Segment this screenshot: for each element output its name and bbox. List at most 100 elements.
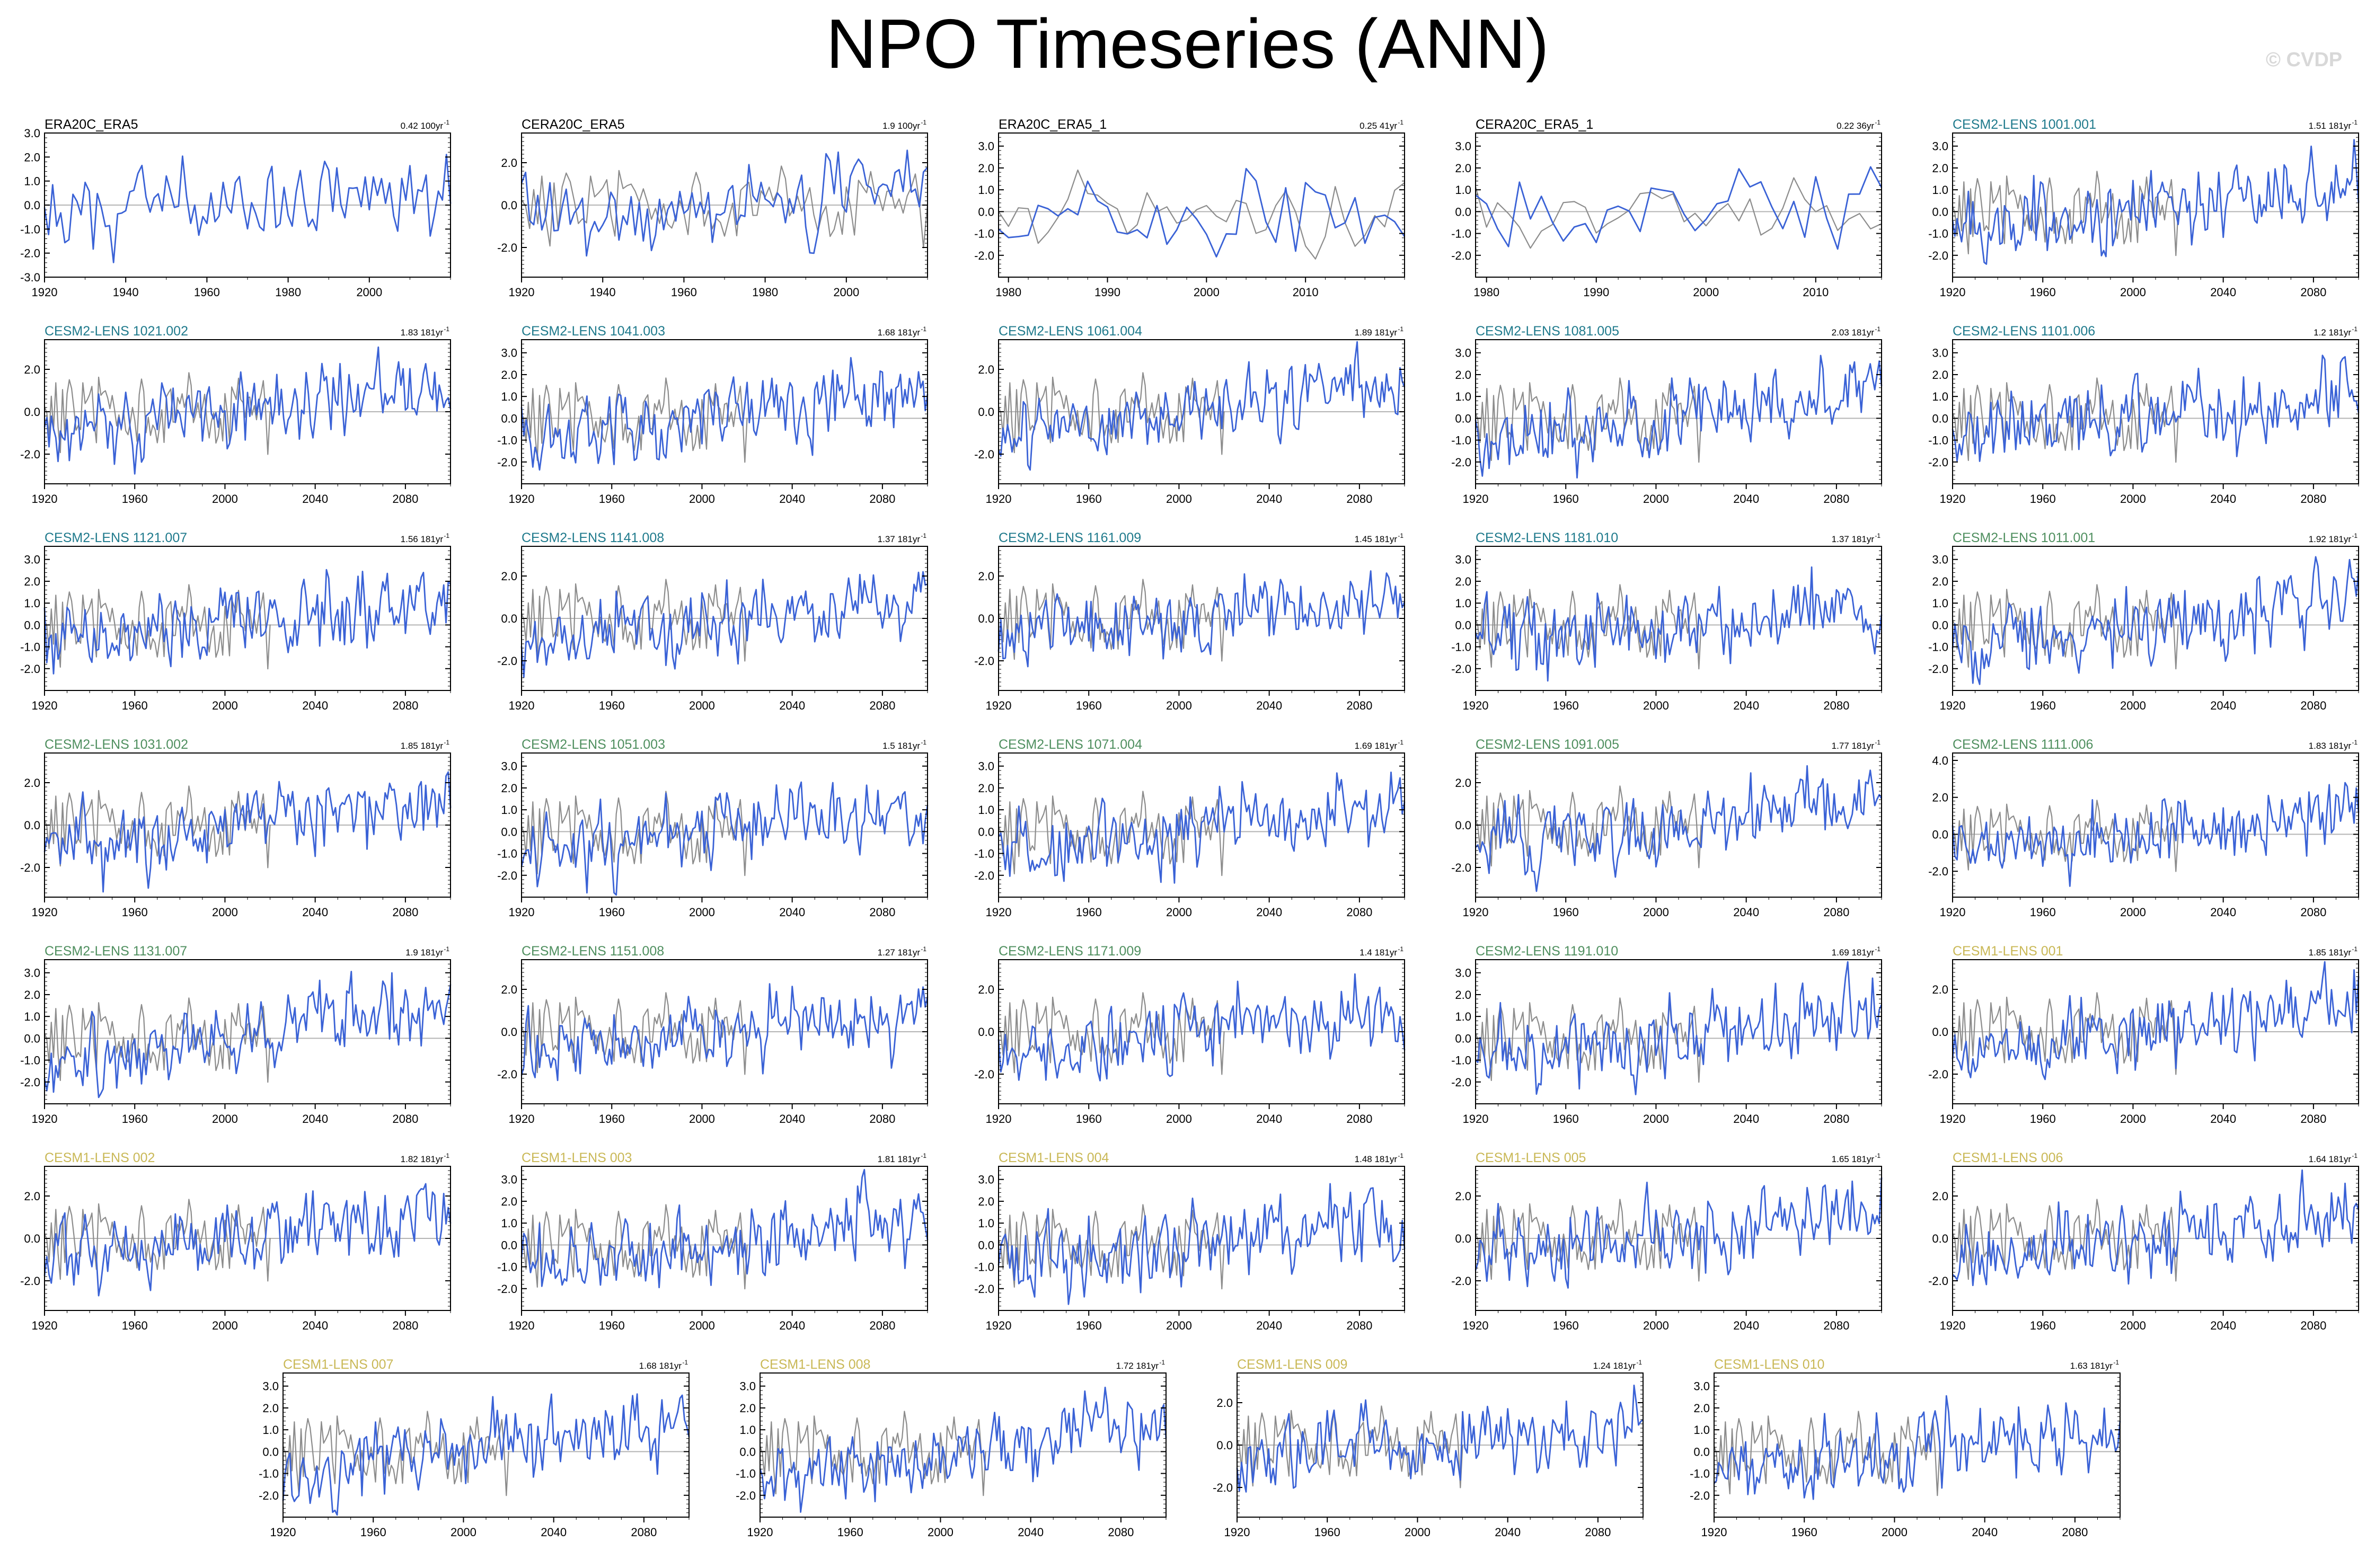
timeseries-panel: CESM2-LENS 1061.004 1.89 181yr -1 2.0 0.0 -2.…	[954, 321, 1412, 518]
x-tick-label: 1960	[1076, 1319, 1102, 1332]
observations-line	[43, 1199, 271, 1282]
x-tick-label: 1960	[1553, 492, 1579, 506]
panel-title: CESM2-LENS 1141.008	[522, 530, 664, 545]
y-tick-label: 2.0	[501, 983, 517, 996]
y-tick-label: 2.0	[24, 988, 40, 1002]
trend-superscript: -1	[1875, 325, 1880, 333]
observations-line	[1952, 171, 2179, 256]
plot-frame	[44, 546, 451, 691]
x-tick-label: 2080	[1823, 492, 1849, 506]
trend-superscript: -1	[444, 325, 449, 333]
panel-title: CESM2-LENS 1191.010	[1476, 944, 1618, 959]
x-tick-label: 1960	[122, 699, 148, 712]
panel-plot: CESM2-LENS 1091.005 1.77 181yr -1 2.0 0.0 -2.…	[1451, 737, 1883, 919]
y-tick-label: 3.0	[1693, 1380, 1710, 1393]
y-tick-label: 2.0	[501, 368, 517, 382]
x-tick-label: 2080	[2300, 906, 2326, 919]
x-tick-label: 2040	[779, 492, 805, 506]
y-tick-label: 0.0	[978, 1025, 994, 1039]
y-tick-label: -2.0	[1451, 456, 1471, 469]
observations-line	[520, 1204, 748, 1290]
y-tick-label: 3.0	[1932, 347, 1948, 360]
x-tick-label: 2000	[212, 906, 238, 919]
y-tick-label: -2.0	[974, 448, 994, 461]
x-tick-label: 1960	[671, 286, 697, 299]
x-tick-label: 1980	[1473, 286, 1499, 299]
panel-plot: CESM2-LENS 1151.008 1.27 181yr -1 2.0 0.0 -2.…	[497, 944, 929, 1126]
trend-superscript: -1	[2352, 739, 2358, 746]
panel-plot: CESM2-LENS 1011.001 1.92 181yr -1 3.0 2.0 1.0…	[1928, 530, 2360, 712]
y-tick-label: 1.0	[262, 1423, 279, 1437]
simulation-line	[998, 167, 1406, 258]
x-tick-label: 2040	[1256, 906, 1282, 919]
timeseries-panel: CESM2-LENS 1181.010 1.37 181yr -1 3.0 2.0 1.0…	[1431, 527, 1889, 724]
simulation-line	[1475, 355, 1883, 479]
panel-title: CESM1-LENS 009	[1237, 1357, 1347, 1372]
x-tick-label: 1980	[752, 286, 778, 299]
trend-label: 1.5 181yr	[882, 741, 920, 751]
x-tick-label: 1960	[599, 492, 625, 506]
y-tick-label: 2.0	[24, 776, 40, 790]
y-tick-label: 1.0	[1932, 390, 1948, 403]
panel-title: CERA20C_ERA5_1	[1476, 117, 1593, 132]
panel-plot: CESM2-LENS 1191.010 1.69 181yr -1 3.0 2.0 1.0…	[1451, 944, 1883, 1126]
x-tick-label: 2040	[1733, 1112, 1759, 1126]
simulation-line	[43, 1183, 452, 1297]
x-tick-label: 2080	[1823, 1112, 1849, 1126]
trend-label: 1.83 181yr	[401, 327, 444, 338]
y-tick-label: -2.0	[1928, 456, 1948, 469]
trend-label: 1.69 181yr	[1832, 947, 1875, 958]
observations-line	[997, 1204, 1225, 1290]
y-tick-label: 3.0	[24, 553, 40, 566]
simulation-line	[1952, 355, 2360, 462]
y-tick-label: 1.0	[739, 1423, 756, 1437]
observations-line	[1952, 377, 2179, 463]
x-tick-label: 2080	[2300, 1112, 2326, 1126]
y-tick-label: 3.0	[24, 127, 40, 140]
panel-plot: CESM2-LENS 1161.009 1.45 181yr -1 2.0 0.0 -2.…	[974, 530, 1406, 712]
x-tick-label: 2080	[1823, 906, 1849, 919]
x-tick-label: 1920	[32, 1319, 58, 1332]
simulation-line	[1236, 1384, 1644, 1493]
x-tick-label: 2080	[869, 492, 895, 506]
watermark: © CVDP	[2266, 49, 2343, 71]
x-tick-label: 2000	[2120, 492, 2146, 506]
panel-title: CERA20C_ERA5	[522, 117, 625, 132]
y-tick-label: -1.0	[497, 847, 517, 861]
trend-label: 0.22 36yr	[1837, 121, 1874, 131]
x-tick-label: 1920	[1463, 1112, 1489, 1126]
panel-title: CESM1-LENS 008	[760, 1357, 870, 1372]
panel-title: CESM1-LENS 006	[1953, 1150, 2063, 1165]
y-tick-label: 2.0	[501, 1195, 517, 1208]
y-tick-label: 0.0	[978, 205, 994, 218]
x-tick-label: 2080	[1346, 1112, 1372, 1126]
y-tick-label: -1.0	[1928, 227, 1948, 241]
y-tick-label: -2.0	[1928, 865, 1948, 878]
trend-label: 1.4 181yr	[1359, 947, 1397, 958]
x-tick-label: 1920	[1940, 286, 1966, 299]
trend-label: 1.63 181yr	[2070, 1361, 2113, 1371]
y-tick-label: 0.0	[24, 819, 40, 832]
trend-superscript: -1	[1398, 119, 1403, 126]
y-tick-label: 3.0	[501, 347, 517, 360]
y-tick-label: 0.0	[1932, 1232, 1948, 1245]
trend-label: 1.69 181yr	[1355, 741, 1398, 751]
y-tick-label: 1.0	[978, 803, 994, 817]
y-tick-label: -1.0	[497, 434, 517, 447]
x-tick-label: 2040	[1733, 906, 1759, 919]
y-tick-label: -2.0	[974, 249, 994, 262]
y-tick-label: 0.0	[262, 1445, 279, 1458]
y-tick-label: 2.0	[1932, 162, 1948, 175]
x-tick-label: 2000	[689, 906, 715, 919]
x-tick-label: 2040	[1256, 1112, 1282, 1126]
y-tick-label: 1.0	[1932, 597, 1948, 610]
y-tick-label: 2.0	[24, 363, 40, 376]
observations-line	[998, 169, 1405, 260]
page-title: NPO Timeseries (ANN)	[826, 5, 1549, 83]
trend-label: 1.89 181yr	[1355, 327, 1398, 338]
y-tick-label: 1.0	[501, 390, 517, 403]
y-tick-label: 3.0	[1932, 140, 1948, 153]
trend-label: 1.77 181yr	[1832, 741, 1875, 751]
y-tick-label: -2.0	[1451, 249, 1471, 262]
timeseries-panel: CESM2-LENS 1141.008 1.37 181yr -1 2.0 0.0 -2.…	[477, 527, 935, 724]
